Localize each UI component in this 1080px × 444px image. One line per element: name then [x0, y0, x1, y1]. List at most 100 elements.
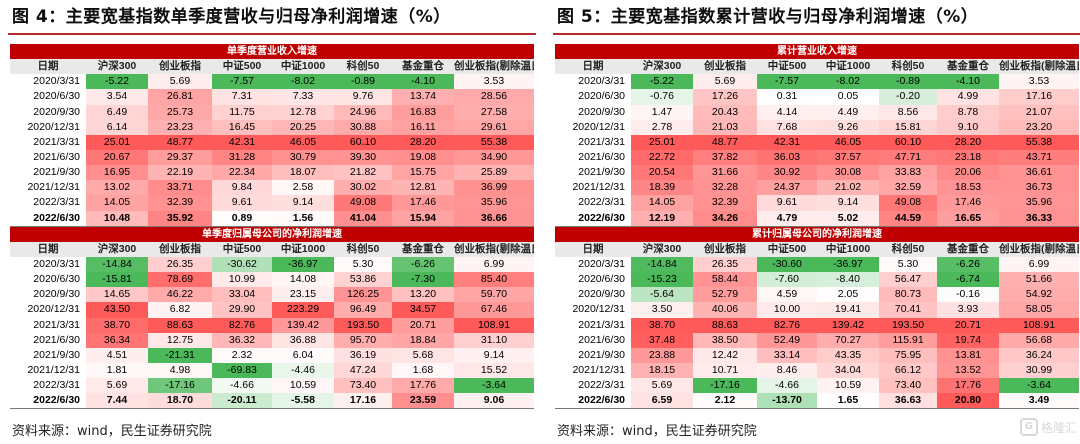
value-cell: 52.49 [757, 332, 817, 348]
value-cell: 8.78 [937, 104, 999, 120]
value-cell: 13.81 [937, 347, 999, 363]
value-cell: 26.35 [693, 256, 757, 273]
value-cell: 58.44 [693, 272, 757, 288]
value-cell: -6.74 [937, 272, 999, 288]
value-cell: -6.26 [392, 256, 454, 273]
value-cell: 18.53 [937, 180, 999, 196]
value-cell: 1.65 [817, 393, 879, 410]
table-row: 2020/9/30 14.65 46.22 33.04 23.15 126.25 13.20… [10, 287, 534, 303]
value-cell: 25.01 [86, 134, 148, 150]
value-cell: 34.57 [392, 302, 454, 318]
date-cell: 2022/3/31 [33, 196, 80, 209]
table-row: 2020/3/31 -5.22 5.69 -7.57 -8.02 -0.89 -4.10 3.… [555, 74, 1079, 90]
date-cell: 2020/3/31 [33, 258, 80, 271]
value-cell: 34.90 [454, 149, 534, 166]
value-cell: 60.10 [879, 134, 937, 150]
value-cell: 9.14 [817, 195, 879, 211]
table-row: 2021/6/30 36.34 12.75 36.32 36.88 95.70 18.84 3… [10, 332, 534, 348]
value-cell: 47.24 [334, 362, 392, 379]
value-cell: 36.61 [999, 165, 1079, 181]
figure-4-panel: 图 4：主要宽基指数单季度营收与归母净利润增速（%） 单季度营业收入增速 日期 沪深… [8, 0, 538, 444]
value-cell: 3.49 [999, 393, 1079, 410]
value-cell: 193.50 [879, 317, 937, 333]
value-cell: 23.88 [631, 347, 693, 363]
value-cell: 26.35 [148, 256, 212, 273]
value-cell: 2.12 [693, 393, 757, 410]
value-cell: 78.69 [148, 272, 212, 288]
table-row: 2020/6/30 3.54 26.81 7.31 7.33 9.76 13.74 28.56 [10, 89, 534, 105]
value-cell: -20.11 [212, 393, 272, 410]
value-cell: -8.02 [272, 74, 334, 90]
value-cell: 56.68 [999, 332, 1079, 348]
column-header: 创业板指(剔除温氏) [999, 59, 1079, 75]
column-header: 创业板指 [148, 241, 212, 257]
column-header: 沪深300 [631, 241, 693, 257]
table-row: 2020/12/31 6.14 23.23 16.45 20.25 30.88 16.11 2… [10, 119, 534, 135]
date-cell: 2021/6/30 [33, 151, 80, 164]
value-cell: 43.71 [999, 149, 1079, 166]
value-cell: 82.76 [757, 317, 817, 333]
value-cell: 32.28 [693, 180, 757, 196]
value-cell: -4.10 [392, 74, 454, 90]
figure-title: 图 5：主要宽基指数累计营收与归母净利润增速（%） [557, 7, 979, 27]
value-cell: 3.53 [999, 74, 1079, 90]
title-rule [8, 33, 536, 35]
value-cell: -69.83 [212, 362, 272, 379]
value-cell: 6.04 [272, 347, 334, 363]
value-cell: -5.22 [631, 74, 693, 90]
date-cell: 2020/9/30 [33, 288, 80, 301]
value-cell: 42.31 [757, 134, 817, 150]
value-cell: -0.89 [334, 74, 392, 90]
value-cell: 14.05 [86, 195, 148, 211]
section-title: 累计归属母公司的净利润增速 [555, 226, 1079, 242]
value-cell: 18.84 [392, 332, 454, 348]
date-cell: 2020/3/31 [578, 75, 625, 88]
value-cell: 3.50 [631, 302, 693, 318]
value-cell: 30.08 [817, 165, 879, 181]
value-cell: 32.59 [879, 180, 937, 196]
value-cell: 6.49 [86, 104, 148, 120]
date-cell: 2021/12/31 [27, 364, 80, 377]
column-header: 日期 [10, 241, 86, 257]
table-row: 2020/6/30 -15.81 78.69 10.99 14.08 53.86 -7.30… [10, 272, 534, 288]
value-cell: 49.08 [334, 195, 392, 211]
value-cell: 35.96 [999, 195, 1079, 211]
value-cell: 44.59 [879, 210, 937, 227]
value-cell: 70.27 [817, 332, 879, 348]
value-cell: -8.02 [817, 74, 879, 90]
date-cell: 2021/9/30 [578, 166, 625, 179]
value-cell: -36.97 [817, 256, 879, 273]
value-cell: 13.02 [86, 180, 148, 196]
value-cell: -8.40 [817, 272, 879, 288]
value-cell: 14.65 [86, 287, 148, 303]
value-cell: 36.63 [879, 393, 937, 410]
table-row: 2021/12/31 18.39 32.28 24.37 21.02 32.59 18.53… [555, 180, 1079, 196]
table-row: 2020/3/31 -14.84 26.35 -30.62 -36.97 5.30 -6.2… [10, 256, 534, 273]
value-cell: 29.37 [148, 149, 212, 166]
value-cell: 20.43 [693, 104, 757, 120]
value-cell: 4.59 [757, 287, 817, 303]
value-cell: 193.50 [334, 317, 392, 333]
value-cell: -4.66 [212, 378, 272, 394]
value-cell: 1.81 [86, 362, 148, 379]
value-cell: 10.59 [817, 378, 879, 394]
value-cell: -17.16 [148, 378, 212, 394]
value-cell: 15.81 [879, 119, 937, 135]
date-cell: 2020/12/31 [27, 120, 80, 133]
table-row: 2020/3/31 -14.84 26.35 -30.60 -36.97 5.30 -6.2… [555, 256, 1079, 273]
value-cell: -3.64 [999, 378, 1079, 394]
table-row: 2020/12/31 2.78 21.03 7.68 9.26 15.81 9.10 23.2… [555, 119, 1079, 135]
value-cell: 46.22 [148, 287, 212, 303]
value-cell: 52.79 [693, 287, 757, 303]
value-cell: 21.02 [817, 180, 879, 196]
logo-icon: G [1019, 418, 1038, 436]
value-cell: 23.23 [148, 119, 212, 135]
value-cell: 4.14 [757, 104, 817, 120]
value-cell: -5.64 [631, 287, 693, 303]
value-cell: 36.99 [454, 180, 534, 196]
value-cell: 4.49 [817, 104, 879, 120]
value-cell: 35.96 [454, 195, 534, 211]
value-cell: -7.57 [757, 74, 817, 90]
value-cell: 7.44 [86, 393, 148, 410]
date-cell: 2021/12/31 [572, 181, 625, 194]
